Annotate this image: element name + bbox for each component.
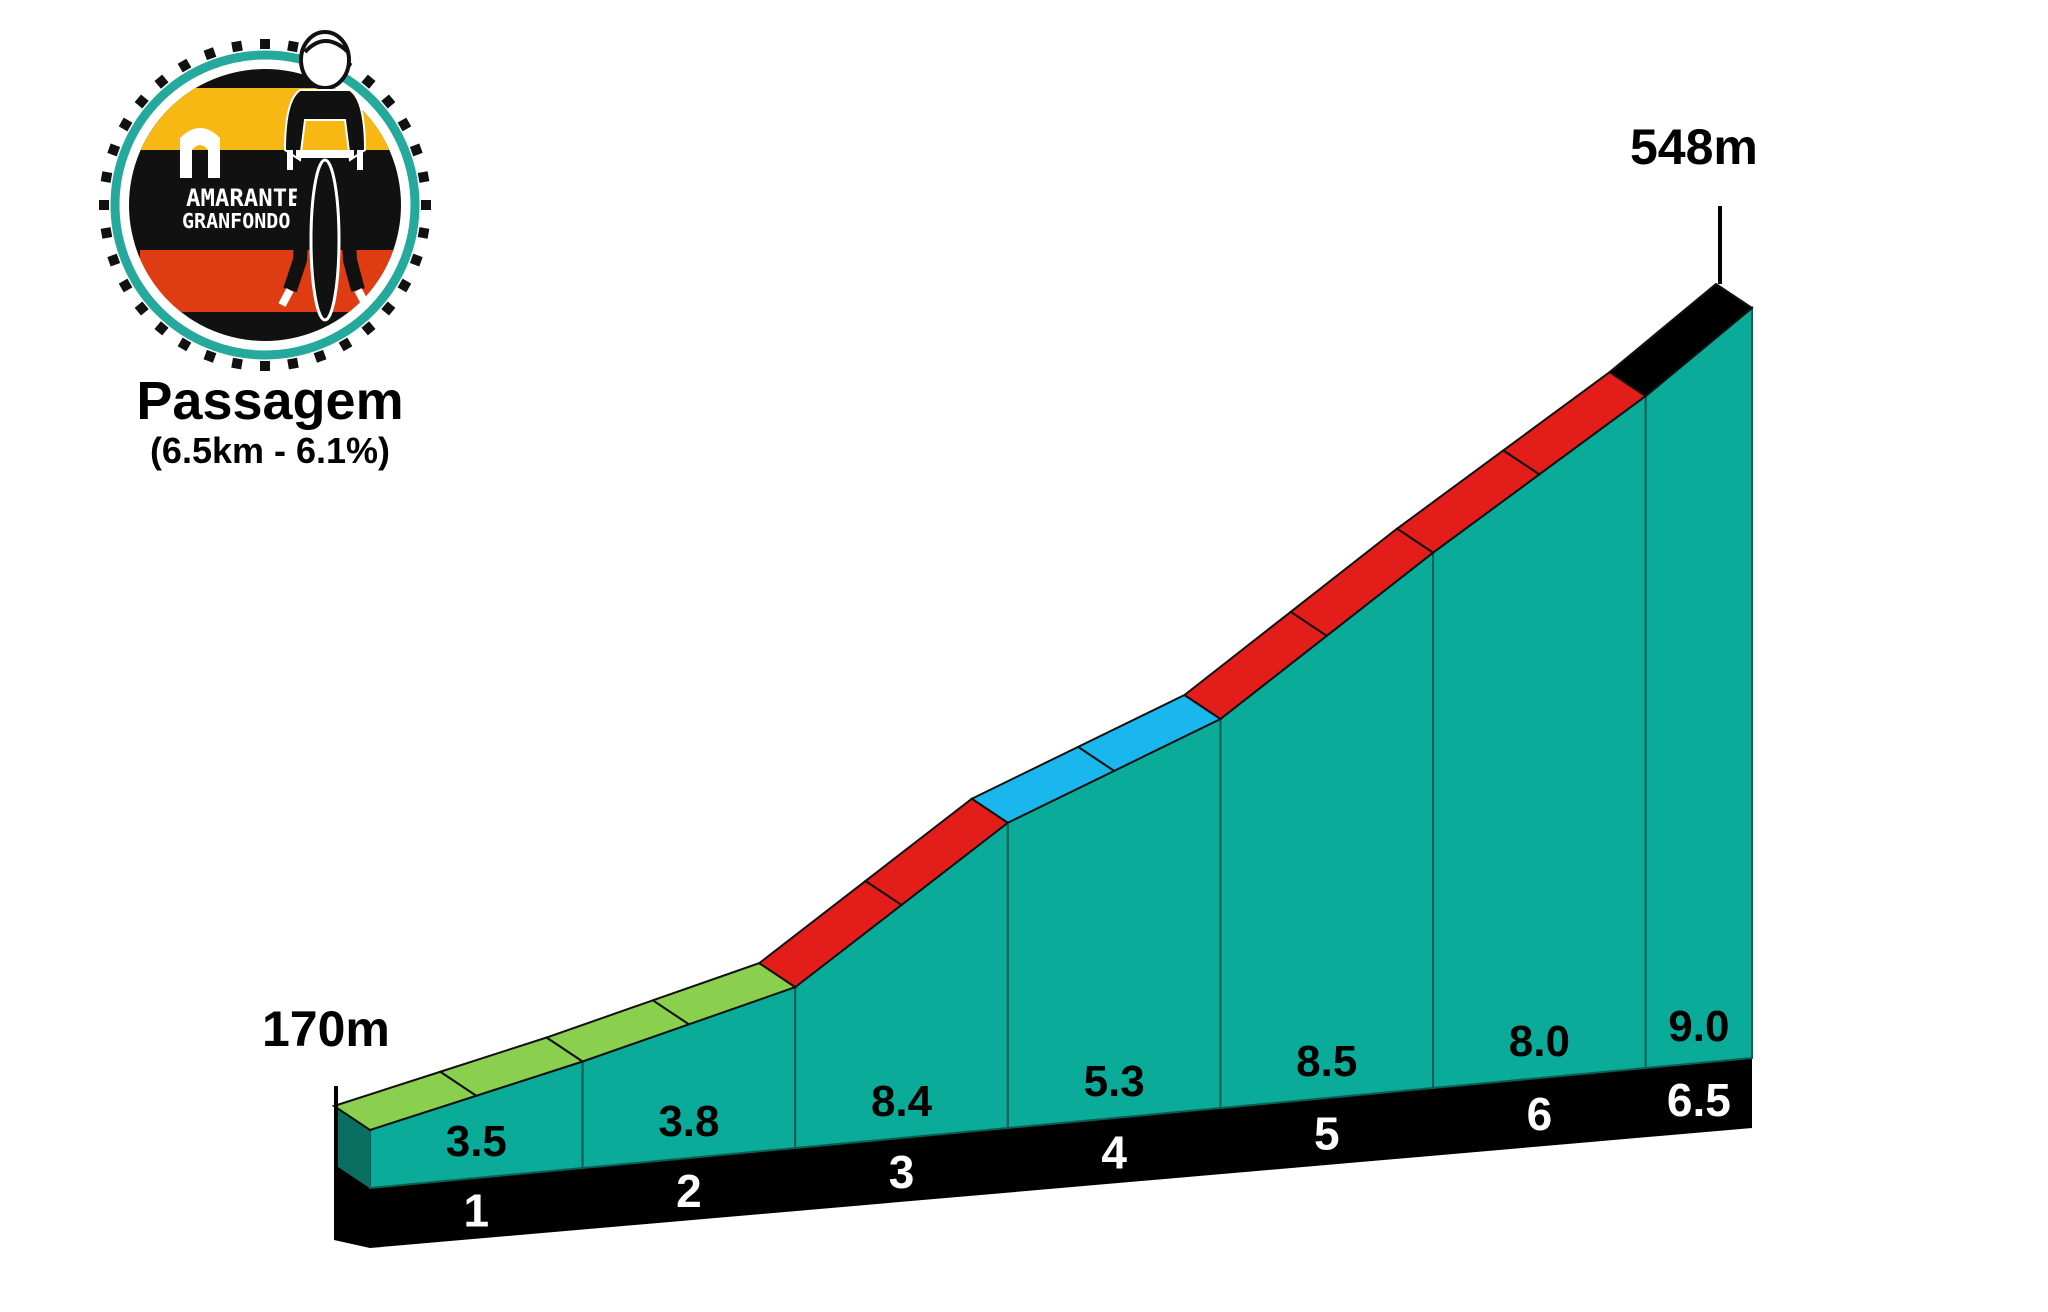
gear-tooth (107, 253, 121, 267)
chart-marks: 3.5 1 3.8 2 8.4 3 5.3 4 8.5 5 8.0 6 9.0 6.5 (334, 206, 1731, 1238)
km-label: 5 (1314, 1107, 1340, 1159)
km-label: 3 (889, 1146, 915, 1198)
gear-tooth (397, 278, 412, 293)
cyclist-icon (278, 30, 370, 322)
gear-tooth (203, 349, 217, 363)
gear-tooth (203, 47, 217, 61)
gear-tooth (361, 74, 376, 89)
gear-tooth (417, 227, 430, 239)
gear-tooth (381, 94, 396, 109)
gradient-label: 8.0 (1509, 1017, 1570, 1066)
gradient-ribbon (1608, 282, 1754, 398)
end-altitude-label: 548m (1630, 119, 1758, 175)
km-label: 6 (1527, 1088, 1553, 1140)
chart-subtitle: (6.5km - 6.1%) (149, 430, 391, 472)
gear-tooth (260, 39, 270, 49)
start-altitude-label: 170m (262, 1001, 390, 1057)
gear-tooth (409, 253, 423, 267)
gear-tooth (287, 357, 299, 370)
gear-tooth (100, 171, 113, 183)
gear-tooth (134, 94, 149, 109)
logo-ring (110, 50, 420, 360)
km-label: 6.5 (1667, 1074, 1731, 1126)
gear-tooth (338, 337, 353, 352)
km-segment (1644, 305, 1753, 1070)
gradient-label: 8.5 (1296, 1037, 1357, 1086)
gear-tooth (154, 74, 169, 89)
gradient-label: 3.8 (658, 1097, 719, 1146)
gear-tooth (154, 321, 169, 336)
body-side (334, 1106, 370, 1188)
km-label: 2 (676, 1165, 702, 1217)
base-band (370, 1058, 1752, 1248)
profile-area (331, 282, 1754, 1248)
logo-line1: AMARANTE (186, 184, 302, 212)
chart-title: Passagem (136, 371, 404, 431)
base-side (334, 1164, 370, 1248)
gear-tooth (99, 200, 109, 210)
gradient-label: 5.3 (1084, 1057, 1145, 1106)
km-label: 4 (1101, 1127, 1127, 1179)
gear-tooth (313, 349, 327, 363)
gear-tooth (361, 321, 376, 336)
gear-tooth (118, 278, 133, 293)
gear-tooth (231, 357, 243, 370)
gear-tooth (134, 301, 149, 316)
gear-tooth (100, 227, 113, 239)
gear-tooth (118, 117, 133, 132)
gear-tooth (231, 40, 243, 53)
km-label: 1 (464, 1184, 490, 1236)
gear-tooth (397, 117, 412, 132)
gear-tooth (107, 143, 121, 157)
amarante-arch-icon (180, 128, 220, 178)
gear-tooth (421, 200, 431, 210)
gradient-label: 9.0 (1668, 1002, 1729, 1051)
gear-tooth (409, 143, 423, 157)
gradient-label: 3.5 (446, 1117, 507, 1166)
logo: AMARANTE GRANFONDO (99, 30, 431, 371)
gear-tooth (177, 58, 192, 73)
gear-tooth (417, 171, 430, 183)
gear-tooth (287, 40, 299, 53)
gradient-label: 8.4 (871, 1077, 933, 1126)
logo-line2: GRANFONDO (182, 209, 290, 233)
gear-tooth (177, 337, 192, 352)
gear-tooth (381, 301, 396, 316)
title-block: Passagem (6.5km - 6.1%) (90, 371, 450, 472)
gear-tooth (260, 361, 270, 371)
